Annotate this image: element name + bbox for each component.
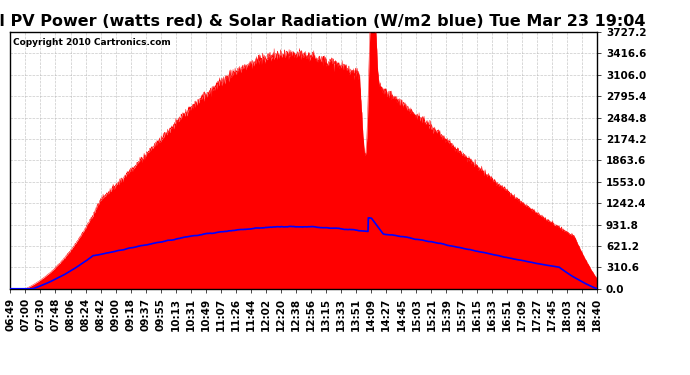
Title: Total PV Power (watts red) & Solar Radiation (W/m2 blue) Tue Mar 23 19:04: Total PV Power (watts red) & Solar Radia… (0, 14, 646, 29)
Text: Copyright 2010 Cartronics.com: Copyright 2010 Cartronics.com (13, 38, 171, 47)
